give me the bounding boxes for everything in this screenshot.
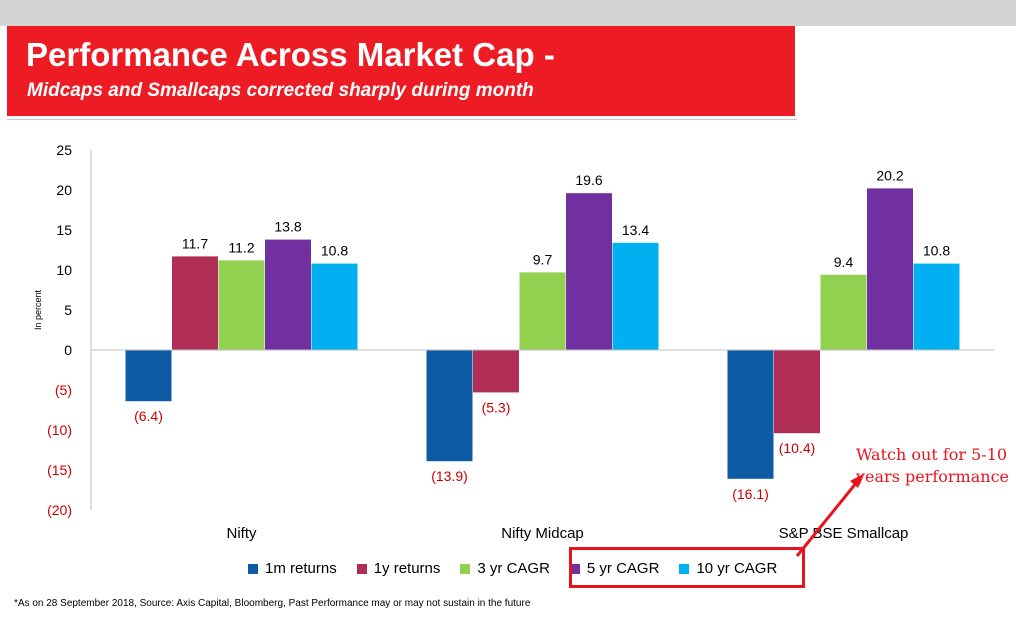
data-label: 20.2 [876,167,903,183]
data-label: 10.8 [923,243,950,259]
data-label: 9.7 [533,251,553,267]
legend-swatch [356,563,367,574]
chart-title: Performance Across Market Cap - [26,36,555,73]
bar [774,350,820,434]
y-tick-label: 5 [64,302,72,318]
data-label: (16.1) [732,486,769,502]
data-label: 11.7 [182,235,208,251]
bar [612,242,659,350]
y-axis-label: In percent [33,289,43,331]
data-label: (10.4) [779,440,816,456]
data-label: 13.4 [622,222,649,238]
legend-swatch [460,563,471,574]
legend-item: 1y returns [356,560,441,577]
legend-item: 5 yr CAGR [569,560,660,577]
data-label: 13.8 [274,219,301,235]
data-label: (5.3) [482,399,511,415]
bar [311,263,358,350]
y-tick-label: (15) [47,462,72,478]
divider [7,119,797,120]
top-strip [0,0,1016,26]
legend: 1m returns 1y returns 3 yr CAGR 5 yr CAGR 10… [248,560,777,577]
legend-label: 3 yr CAGR [477,560,550,577]
legend-label: 5 yr CAGR [586,560,660,577]
legend-item: 1m returns [248,560,337,577]
y-tick-label: 0 [64,342,72,358]
legend-label: 1y returns [373,560,441,577]
y-tick-label: 25 [56,142,72,158]
data-label: (13.9) [431,468,468,484]
bar [172,256,218,350]
data-label: 11.2 [228,239,254,255]
x-tick-label: Nifty Midcap [501,525,584,542]
bar [566,193,612,350]
bar [218,260,265,350]
title-banner: Performance Across Market Cap - Midcaps … [7,26,795,116]
bar [913,263,960,350]
footnote: *As on 28 September 2018, Source: Axis C… [14,598,531,609]
legend-label: 10 yr CAGR [696,560,778,577]
legend-swatch [248,563,258,574]
x-tick-label: S&P BSE Smallcap [779,525,909,542]
legend-item: 3 yr CAGR [460,560,550,577]
legend-label: 1m returns [265,560,337,577]
bar [820,274,867,350]
y-tick-label: (5) [55,382,72,398]
bar [727,350,774,479]
y-tick-label: 10 [56,262,72,278]
bar [519,272,566,350]
bar [265,239,311,350]
data-label: 19.6 [575,172,602,188]
callout-arrowhead [850,474,863,488]
chart-subtitle: Midcaps and Smallcaps corrected sharply … [27,80,534,101]
y-tick-label: 15 [56,222,72,238]
x-tick-label: Nifty [227,525,258,542]
legend-swatch [679,563,690,574]
legend-item: 10 yr CAGR [679,560,777,577]
bar [125,350,172,402]
data-label: (6.4) [134,408,163,424]
callout-highlight-box [569,547,805,588]
y-tick-label: 20 [56,182,72,198]
callout-arrow [795,481,859,557]
bar [426,350,473,462]
data-label: 9.4 [834,254,854,270]
bar [473,350,519,393]
callout-annotation: Watch out for 5-10 years performance [856,445,1009,486]
bar [867,188,913,350]
legend-swatch [569,563,580,574]
y-tick-label: (20) [47,502,72,518]
data-label: 10.8 [321,243,348,259]
y-tick-label: (10) [47,422,72,438]
